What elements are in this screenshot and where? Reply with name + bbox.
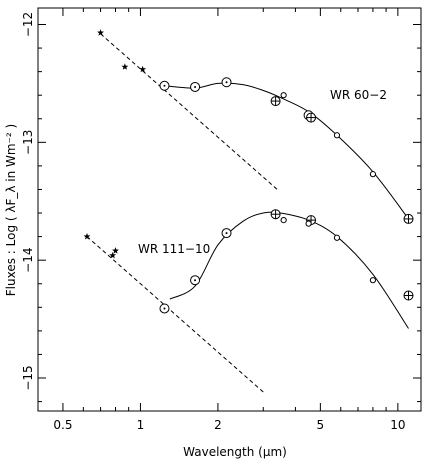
circle-dot-marker — [190, 275, 201, 286]
circle-dot-marker — [159, 80, 170, 91]
small-circle-marker — [305, 220, 312, 227]
annotation-wr60-2: WR 60−2 — [330, 88, 387, 102]
x-tick-label: 0.5 — [53, 418, 72, 432]
x-tick-label: 2 — [214, 418, 222, 432]
star-marker — [97, 29, 104, 36]
small-circle-marker — [280, 217, 287, 224]
y-tick-label: −13 — [21, 130, 35, 155]
star-marker — [109, 251, 117, 259]
star-marker — [83, 233, 91, 240]
y-tick-label: −14 — [21, 248, 35, 273]
circle-dot-marker — [221, 228, 232, 239]
dashed-fit-line — [86, 236, 264, 393]
solid-fit-curve — [164, 82, 409, 220]
annotation-wr111-10: WR 111−10 — [138, 242, 210, 256]
small-circle-marker — [333, 234, 341, 241]
star-marker — [139, 65, 147, 73]
x-axis-title: Wavelength (μm) — [183, 445, 287, 459]
data-markers — [83, 29, 414, 314]
dashed-fit-line — [100, 33, 278, 190]
star-marker — [121, 63, 129, 70]
circle-plus-marker — [270, 96, 281, 107]
circle-plus-marker — [270, 209, 281, 220]
solid-fit-curve — [169, 211, 409, 329]
star-marker — [112, 247, 119, 254]
circle-plus-marker — [306, 112, 317, 123]
circle-plus-marker — [403, 213, 414, 224]
small-circle-marker — [369, 277, 377, 284]
small-circle-marker — [333, 132, 341, 139]
small-circle-marker — [369, 171, 377, 178]
x-tick-label: 10 — [390, 418, 405, 432]
x-tick-label: 5 — [317, 418, 325, 432]
circle-dot-marker — [221, 77, 232, 88]
y-axis-title: Fluxes : Log ( λF_λ in Wm⁻² ) — [4, 124, 18, 297]
y-tick-label: −15 — [21, 365, 35, 390]
y-tick-label: −12 — [21, 12, 35, 37]
circle-dot-marker — [159, 303, 170, 314]
x-tick-label: 1 — [137, 418, 145, 432]
circle-plus-marker — [403, 290, 414, 301]
small-circle-marker — [280, 92, 287, 99]
plot-frame — [37, 7, 422, 412]
axis-ticks: 0.5 1 2 5 10 −12 −13 −14 −15 — [21, 8, 421, 432]
circle-dot-marker — [190, 81, 201, 92]
